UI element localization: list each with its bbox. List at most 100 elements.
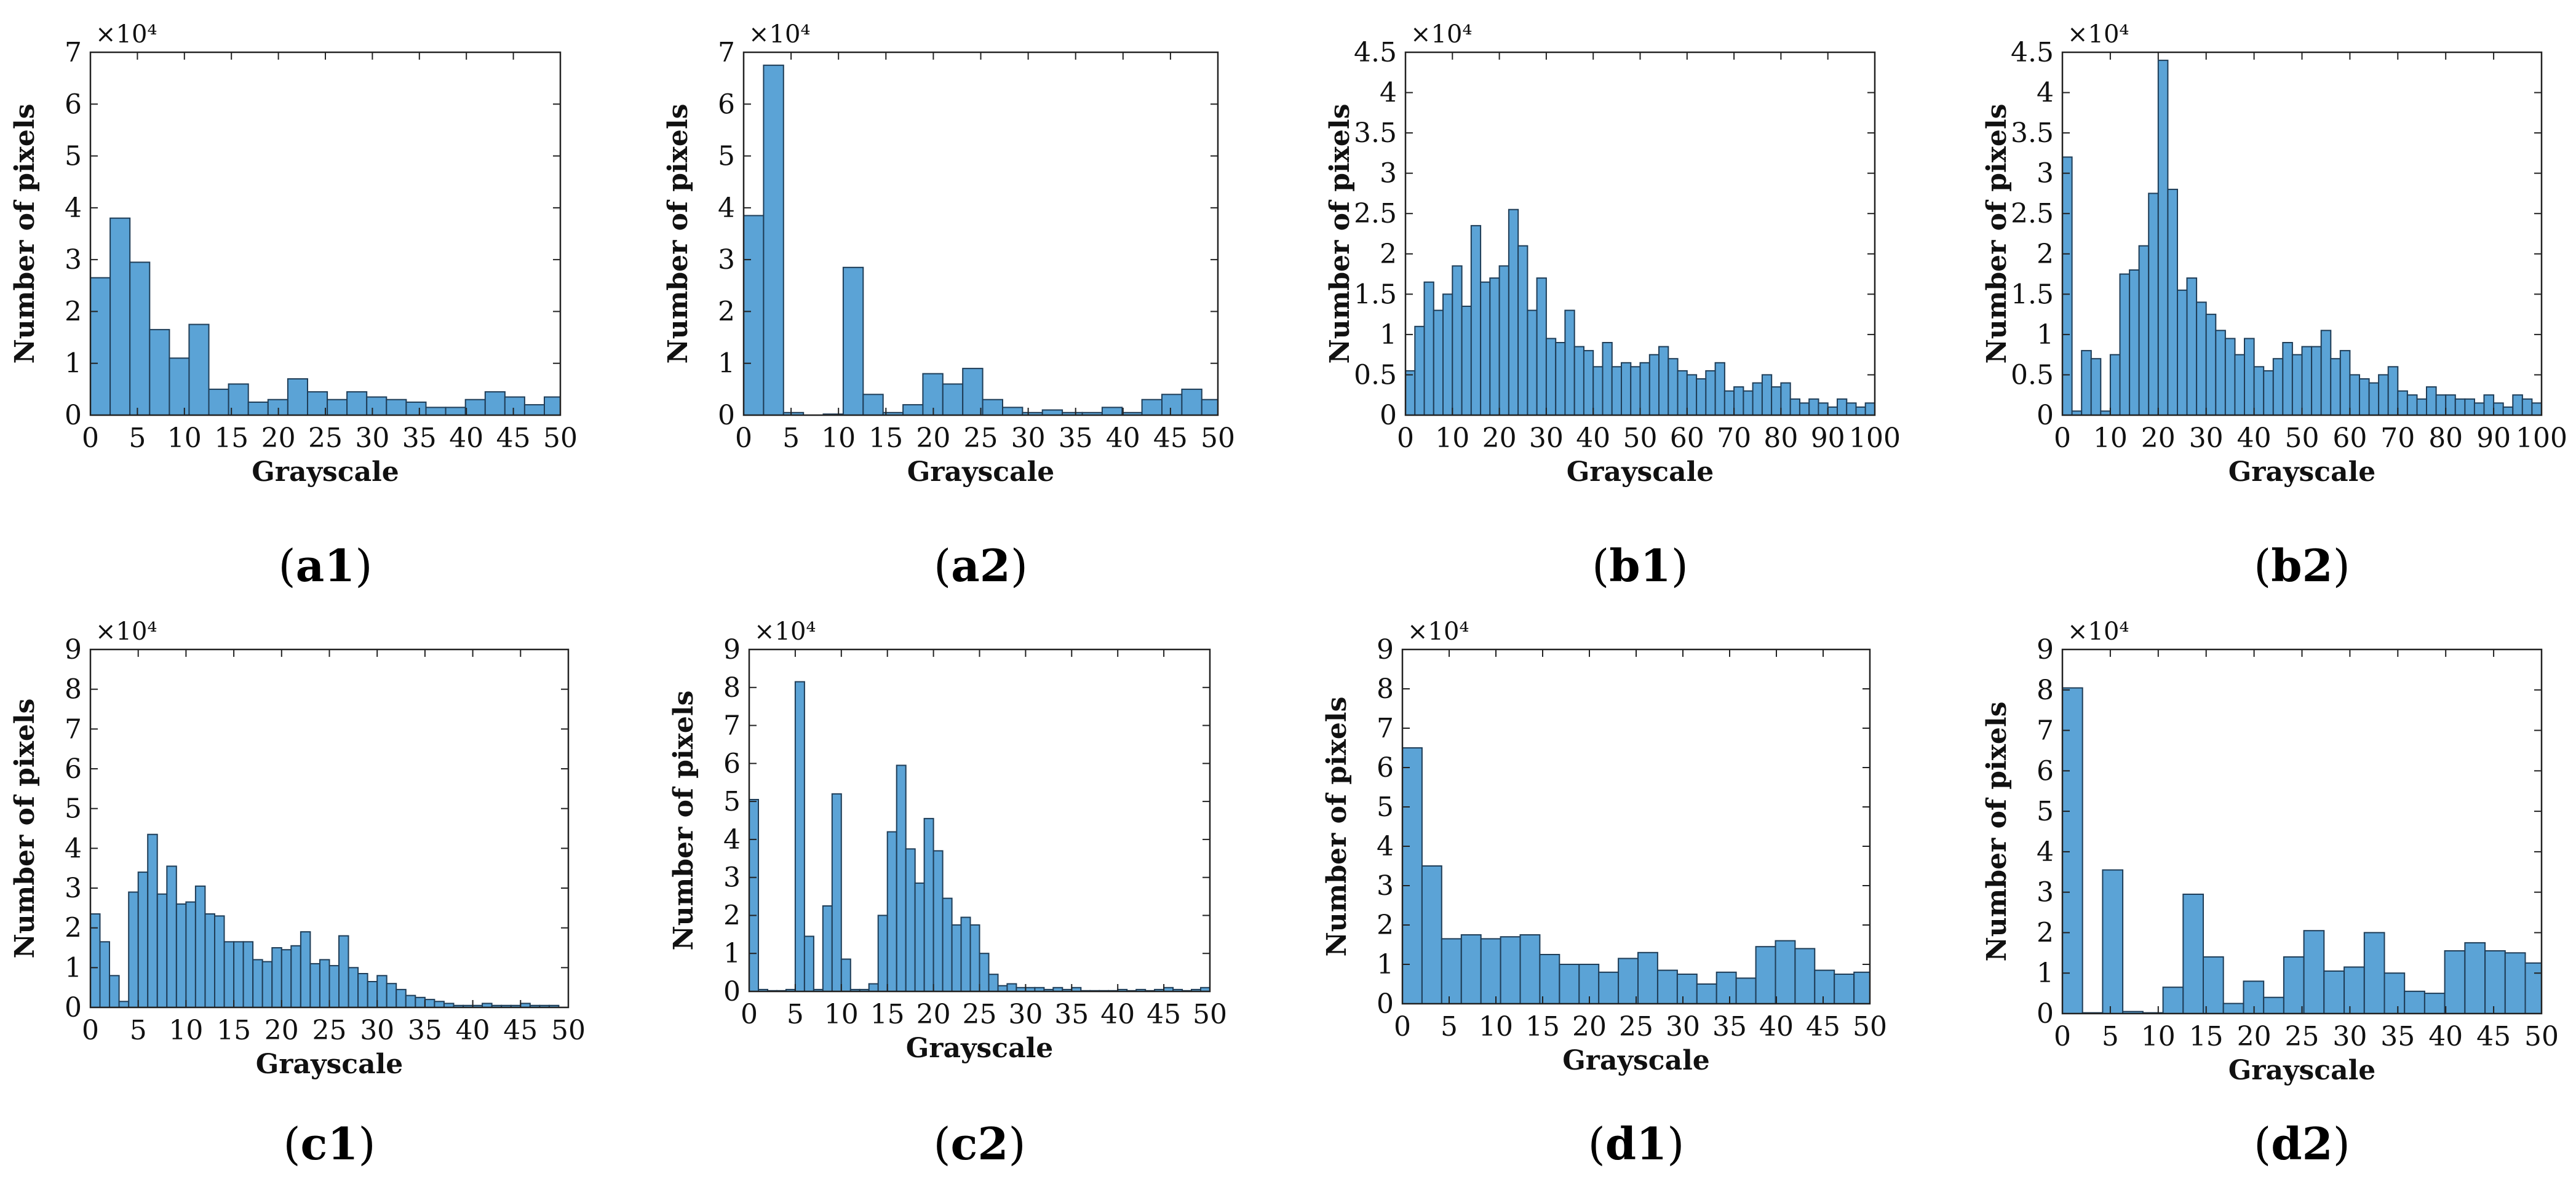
x-tick-label-c2-10: 50 bbox=[1193, 999, 1227, 1030]
bar-b1-34 bbox=[1723, 390, 1735, 416]
bar-c2-19 bbox=[923, 817, 934, 993]
bar-c1-26 bbox=[338, 935, 349, 1008]
bar-b1-31 bbox=[1696, 378, 1707, 416]
bar-b1-32 bbox=[1705, 370, 1716, 416]
bar-d1-0 bbox=[1402, 747, 1423, 1004]
bar-c1-5 bbox=[137, 871, 149, 1008]
bar-c1-18 bbox=[261, 961, 273, 1008]
y-tick-label-b2-7: 3.5 bbox=[2011, 117, 2054, 149]
bar-b2-47 bbox=[2512, 394, 2523, 416]
chart-panel-b1: 0 10 20 30 40 50 60 70 80 90 100 0 0.5 1 1.5 2 2.5 3 3.5 4 4… bbox=[1324, 20, 1901, 592]
x-tick-label-c2-3: 15 bbox=[870, 999, 905, 1030]
x-axis-label-c2: Grayscale bbox=[906, 1033, 1054, 1064]
bar-b1-33 bbox=[1714, 362, 1725, 416]
bar-d1-22 bbox=[1834, 974, 1855, 1004]
x-tick-label-d1-6: 30 bbox=[1666, 1011, 1700, 1042]
x-tick-label-b1-2: 20 bbox=[1482, 423, 1517, 454]
x-tick-label-a2-10: 50 bbox=[1201, 423, 1235, 454]
bar-a1-10 bbox=[287, 378, 308, 416]
bar-a1-22 bbox=[523, 404, 546, 416]
bar-d2-11 bbox=[2283, 956, 2305, 1015]
x-tick-label-b2-2: 20 bbox=[2141, 423, 2176, 454]
x-tick-label-d2-6: 30 bbox=[2332, 1021, 2367, 1052]
bar-c1-32 bbox=[396, 988, 407, 1009]
bar-d1-3 bbox=[1460, 934, 1482, 1004]
x-axis-label-b2: Grayscale bbox=[2228, 456, 2376, 488]
bar-c1-31 bbox=[386, 983, 397, 1008]
bar-c1-11 bbox=[194, 885, 206, 1009]
y-axis-label-d1: Number of pixels bbox=[1321, 697, 1353, 957]
y-tick-label-c1-8: 8 bbox=[65, 674, 82, 705]
y-tick-label-a1-0: 0 bbox=[65, 400, 82, 431]
bar-c1-2 bbox=[109, 975, 120, 1009]
bar-d1-12 bbox=[1637, 951, 1658, 1005]
y-axis-label-c1: Number of pixels bbox=[9, 699, 41, 959]
bar-b2-9 bbox=[2148, 193, 2159, 416]
x-tick-label-d1-0: 0 bbox=[1394, 1011, 1411, 1042]
x-tick-label-a2-6: 30 bbox=[1011, 423, 1046, 454]
bar-c2-5 bbox=[794, 681, 805, 992]
bar-c1-35 bbox=[424, 999, 435, 1008]
x-tick-label-c1-10: 50 bbox=[551, 1015, 586, 1046]
bar-b2-27 bbox=[2320, 330, 2332, 416]
y-tick-label-d2-3: 3 bbox=[2037, 877, 2054, 908]
y-tick-label-d1-5: 5 bbox=[1377, 792, 1394, 823]
y-tick-label-c2-9: 9 bbox=[723, 634, 741, 665]
bar-a1-8 bbox=[247, 401, 269, 416]
y-tick-label-d1-2: 2 bbox=[1377, 910, 1394, 941]
axes-box-a2 bbox=[742, 51, 1219, 416]
y-tick-label-b2-3: 1.5 bbox=[2011, 279, 2054, 310]
x-tick-label-c1-2: 10 bbox=[169, 1015, 203, 1046]
bar-d2-6 bbox=[2182, 894, 2204, 1014]
y-tick-label-b2-2: 1 bbox=[2037, 319, 2054, 351]
bar-b1-7 bbox=[1470, 224, 1482, 416]
bar-c2-24 bbox=[969, 924, 980, 993]
bar-d2-7 bbox=[2203, 956, 2224, 1015]
bar-b2-25 bbox=[2301, 346, 2313, 416]
y-tick-label-c2-6: 6 bbox=[723, 748, 741, 779]
y-tick-label-a1-2: 2 bbox=[65, 296, 82, 327]
chart-panel-d1: 0 5 10 15 20 25 30 35 40 45 500123456789×10⁴Graysc… bbox=[1321, 617, 1887, 1170]
bar-d1-13 bbox=[1657, 969, 1678, 1004]
y-tick-label-a2-2: 2 bbox=[718, 296, 735, 327]
bar-c2-27 bbox=[997, 985, 1008, 992]
bar-a1-5 bbox=[188, 324, 210, 416]
bar-a1-13 bbox=[346, 391, 368, 416]
bar-d2-8 bbox=[2222, 1002, 2244, 1014]
y-tick-label-c1-3: 3 bbox=[65, 873, 82, 904]
bar-b1-27 bbox=[1658, 346, 1669, 416]
bar-b2-11 bbox=[2167, 188, 2178, 416]
y-axis-label-b2: Number of pixels bbox=[1981, 104, 2013, 364]
bar-b2-35 bbox=[2397, 390, 2408, 416]
y-tick-label-d1-8: 8 bbox=[1377, 673, 1394, 705]
bar-a1-0 bbox=[90, 277, 111, 416]
x-tick-label-a1-9: 45 bbox=[496, 423, 531, 454]
bar-a1-2 bbox=[129, 261, 151, 416]
bar-b1-30 bbox=[1686, 374, 1698, 416]
bar-c1-9 bbox=[175, 903, 187, 1009]
bar-a2-6 bbox=[862, 394, 884, 416]
y-tick-label-b1-0: 0 bbox=[1380, 400, 1397, 431]
x-tick-label-c1-1: 5 bbox=[130, 1015, 147, 1046]
bar-c1-7 bbox=[156, 893, 168, 1008]
x-tick-label-a1-5: 25 bbox=[308, 423, 343, 454]
x-tick-label-d2-3: 15 bbox=[2189, 1021, 2224, 1052]
bar-a2-18 bbox=[1101, 407, 1123, 416]
x-tick-label-d1-9: 45 bbox=[1806, 1011, 1840, 1042]
x-tick-label-d2-0: 0 bbox=[2054, 1021, 2071, 1052]
x-axis-label-a2: Grayscale bbox=[907, 456, 1055, 488]
x-tick-label-c1-0: 0 bbox=[82, 1015, 99, 1046]
bar-b2-36 bbox=[2406, 394, 2418, 416]
x-tick-label-d2-2: 10 bbox=[2141, 1021, 2176, 1052]
bar-d1-5 bbox=[1500, 936, 1521, 1004]
bar-b1-23 bbox=[1621, 362, 1632, 416]
y-tick-label-a1-3: 3 bbox=[65, 244, 82, 276]
bar-b1-18 bbox=[1573, 346, 1584, 416]
bar-b1-43 bbox=[1808, 398, 1819, 416]
y-tick-label-d2-7: 7 bbox=[2037, 715, 2054, 747]
bar-b1-35 bbox=[1733, 386, 1744, 416]
y-tick-label-c1-9: 9 bbox=[65, 634, 82, 665]
bar-a1-15 bbox=[386, 399, 407, 416]
y-tick-label-c2-4: 4 bbox=[723, 824, 741, 856]
bar-a2-10 bbox=[942, 383, 964, 416]
